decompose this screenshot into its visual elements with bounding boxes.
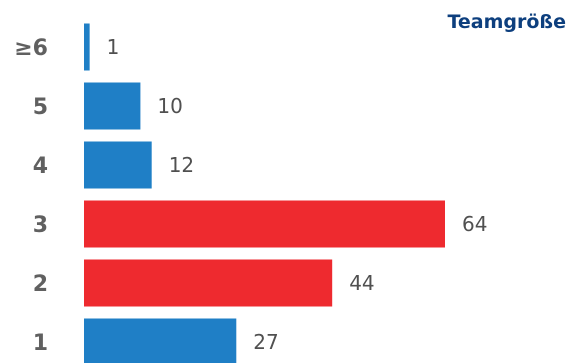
value-label: 44 (349, 271, 374, 295)
bars-group: ≥6 1 5 10 4 12 3 64 2 44 1 27 (14, 23, 487, 363)
category-label: 5 (33, 95, 48, 120)
value-label: 12 (169, 153, 194, 177)
value-label: 64 (462, 212, 487, 236)
bar (84, 82, 141, 130)
bar (84, 318, 237, 363)
bar (84, 141, 152, 189)
category-label: 3 (33, 213, 48, 238)
value-label: 10 (157, 94, 182, 118)
category-label: 1 (33, 331, 48, 356)
value-label: 27 (253, 330, 278, 354)
value-label: 1 (107, 35, 120, 59)
chart-title: Teamgröße (447, 11, 566, 33)
category-label: 4 (33, 154, 48, 179)
bar (84, 23, 90, 71)
bar (84, 259, 333, 307)
category-label: ≥6 (14, 36, 48, 61)
bar (84, 200, 445, 248)
category-label: 2 (33, 272, 48, 297)
